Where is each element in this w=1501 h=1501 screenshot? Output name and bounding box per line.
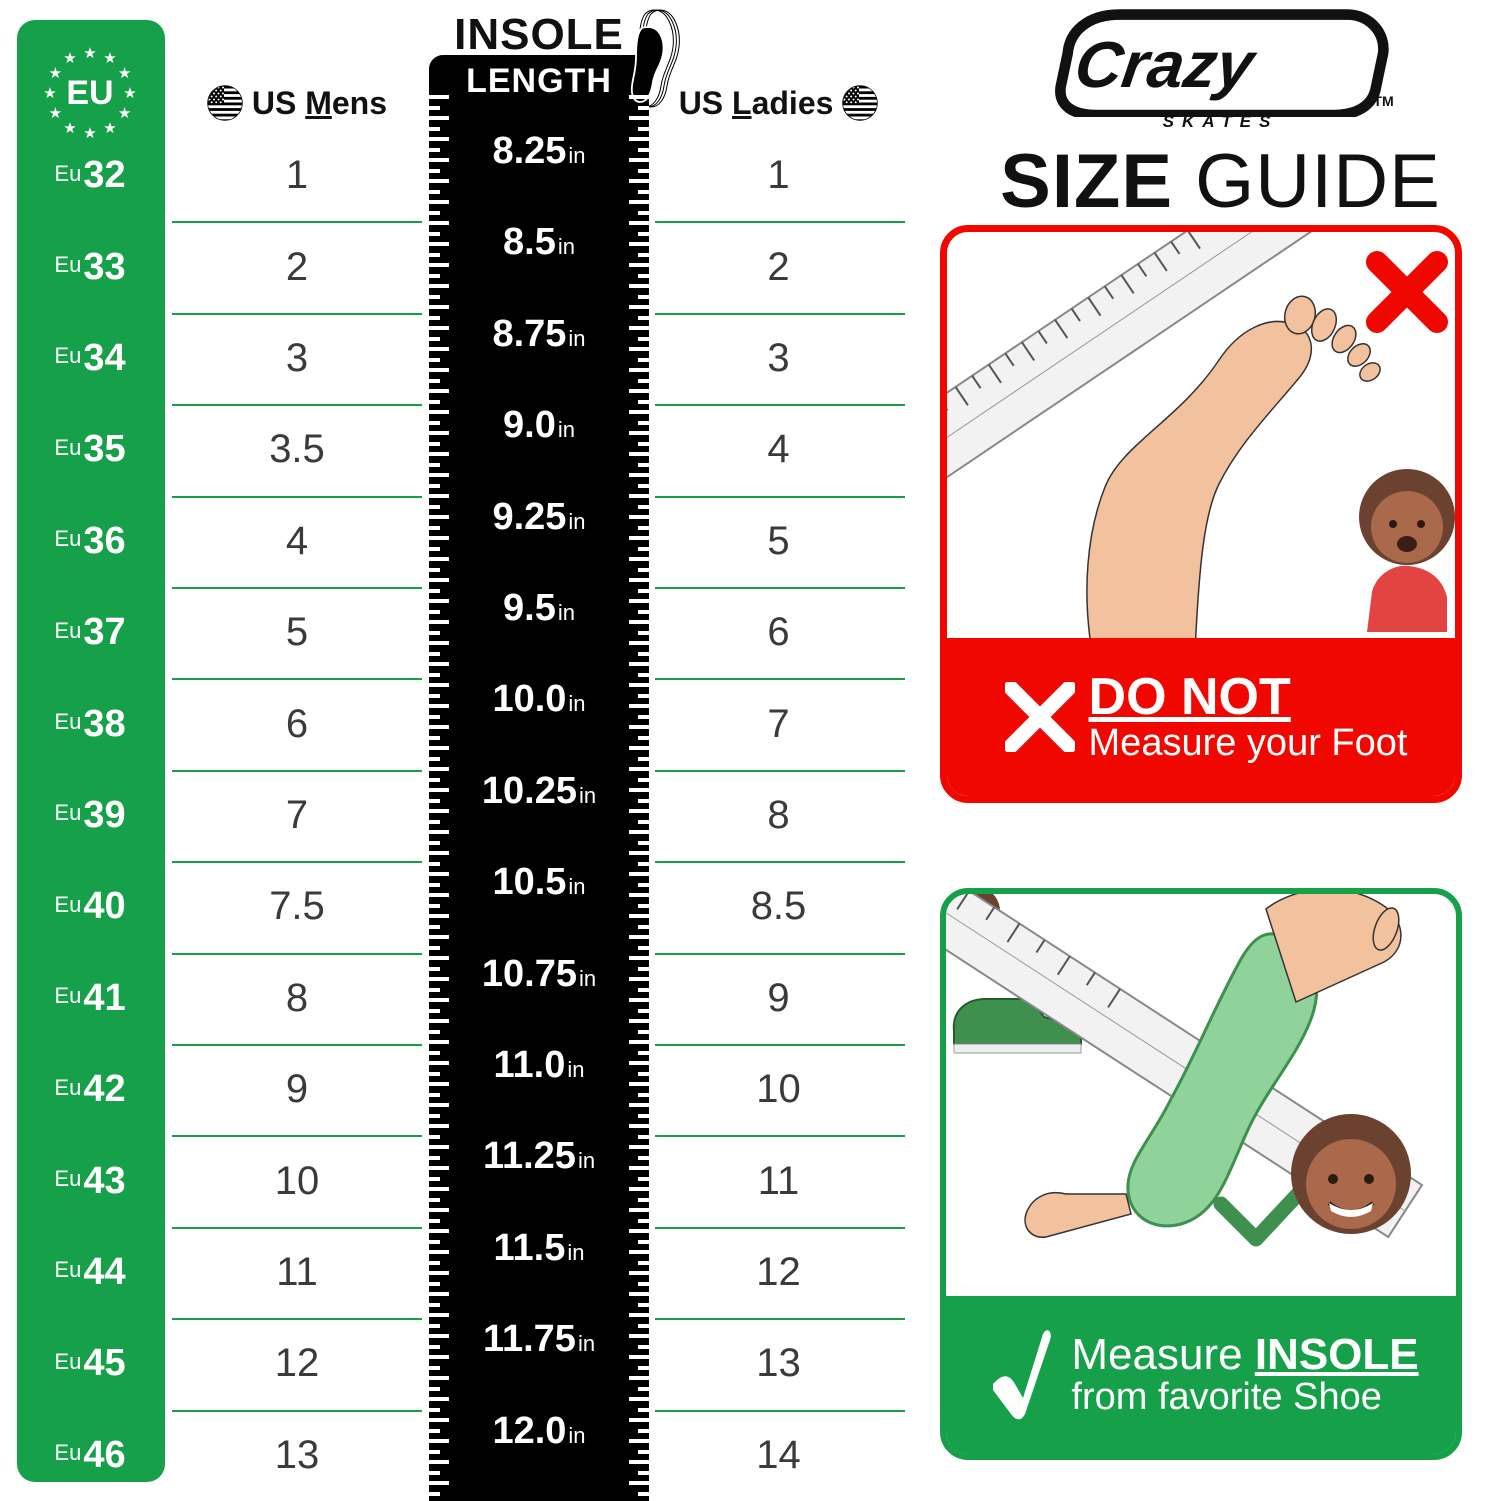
svg-text:TM: TM — [1373, 93, 1393, 109]
svg-text:Crazy: Crazy — [1070, 28, 1261, 101]
